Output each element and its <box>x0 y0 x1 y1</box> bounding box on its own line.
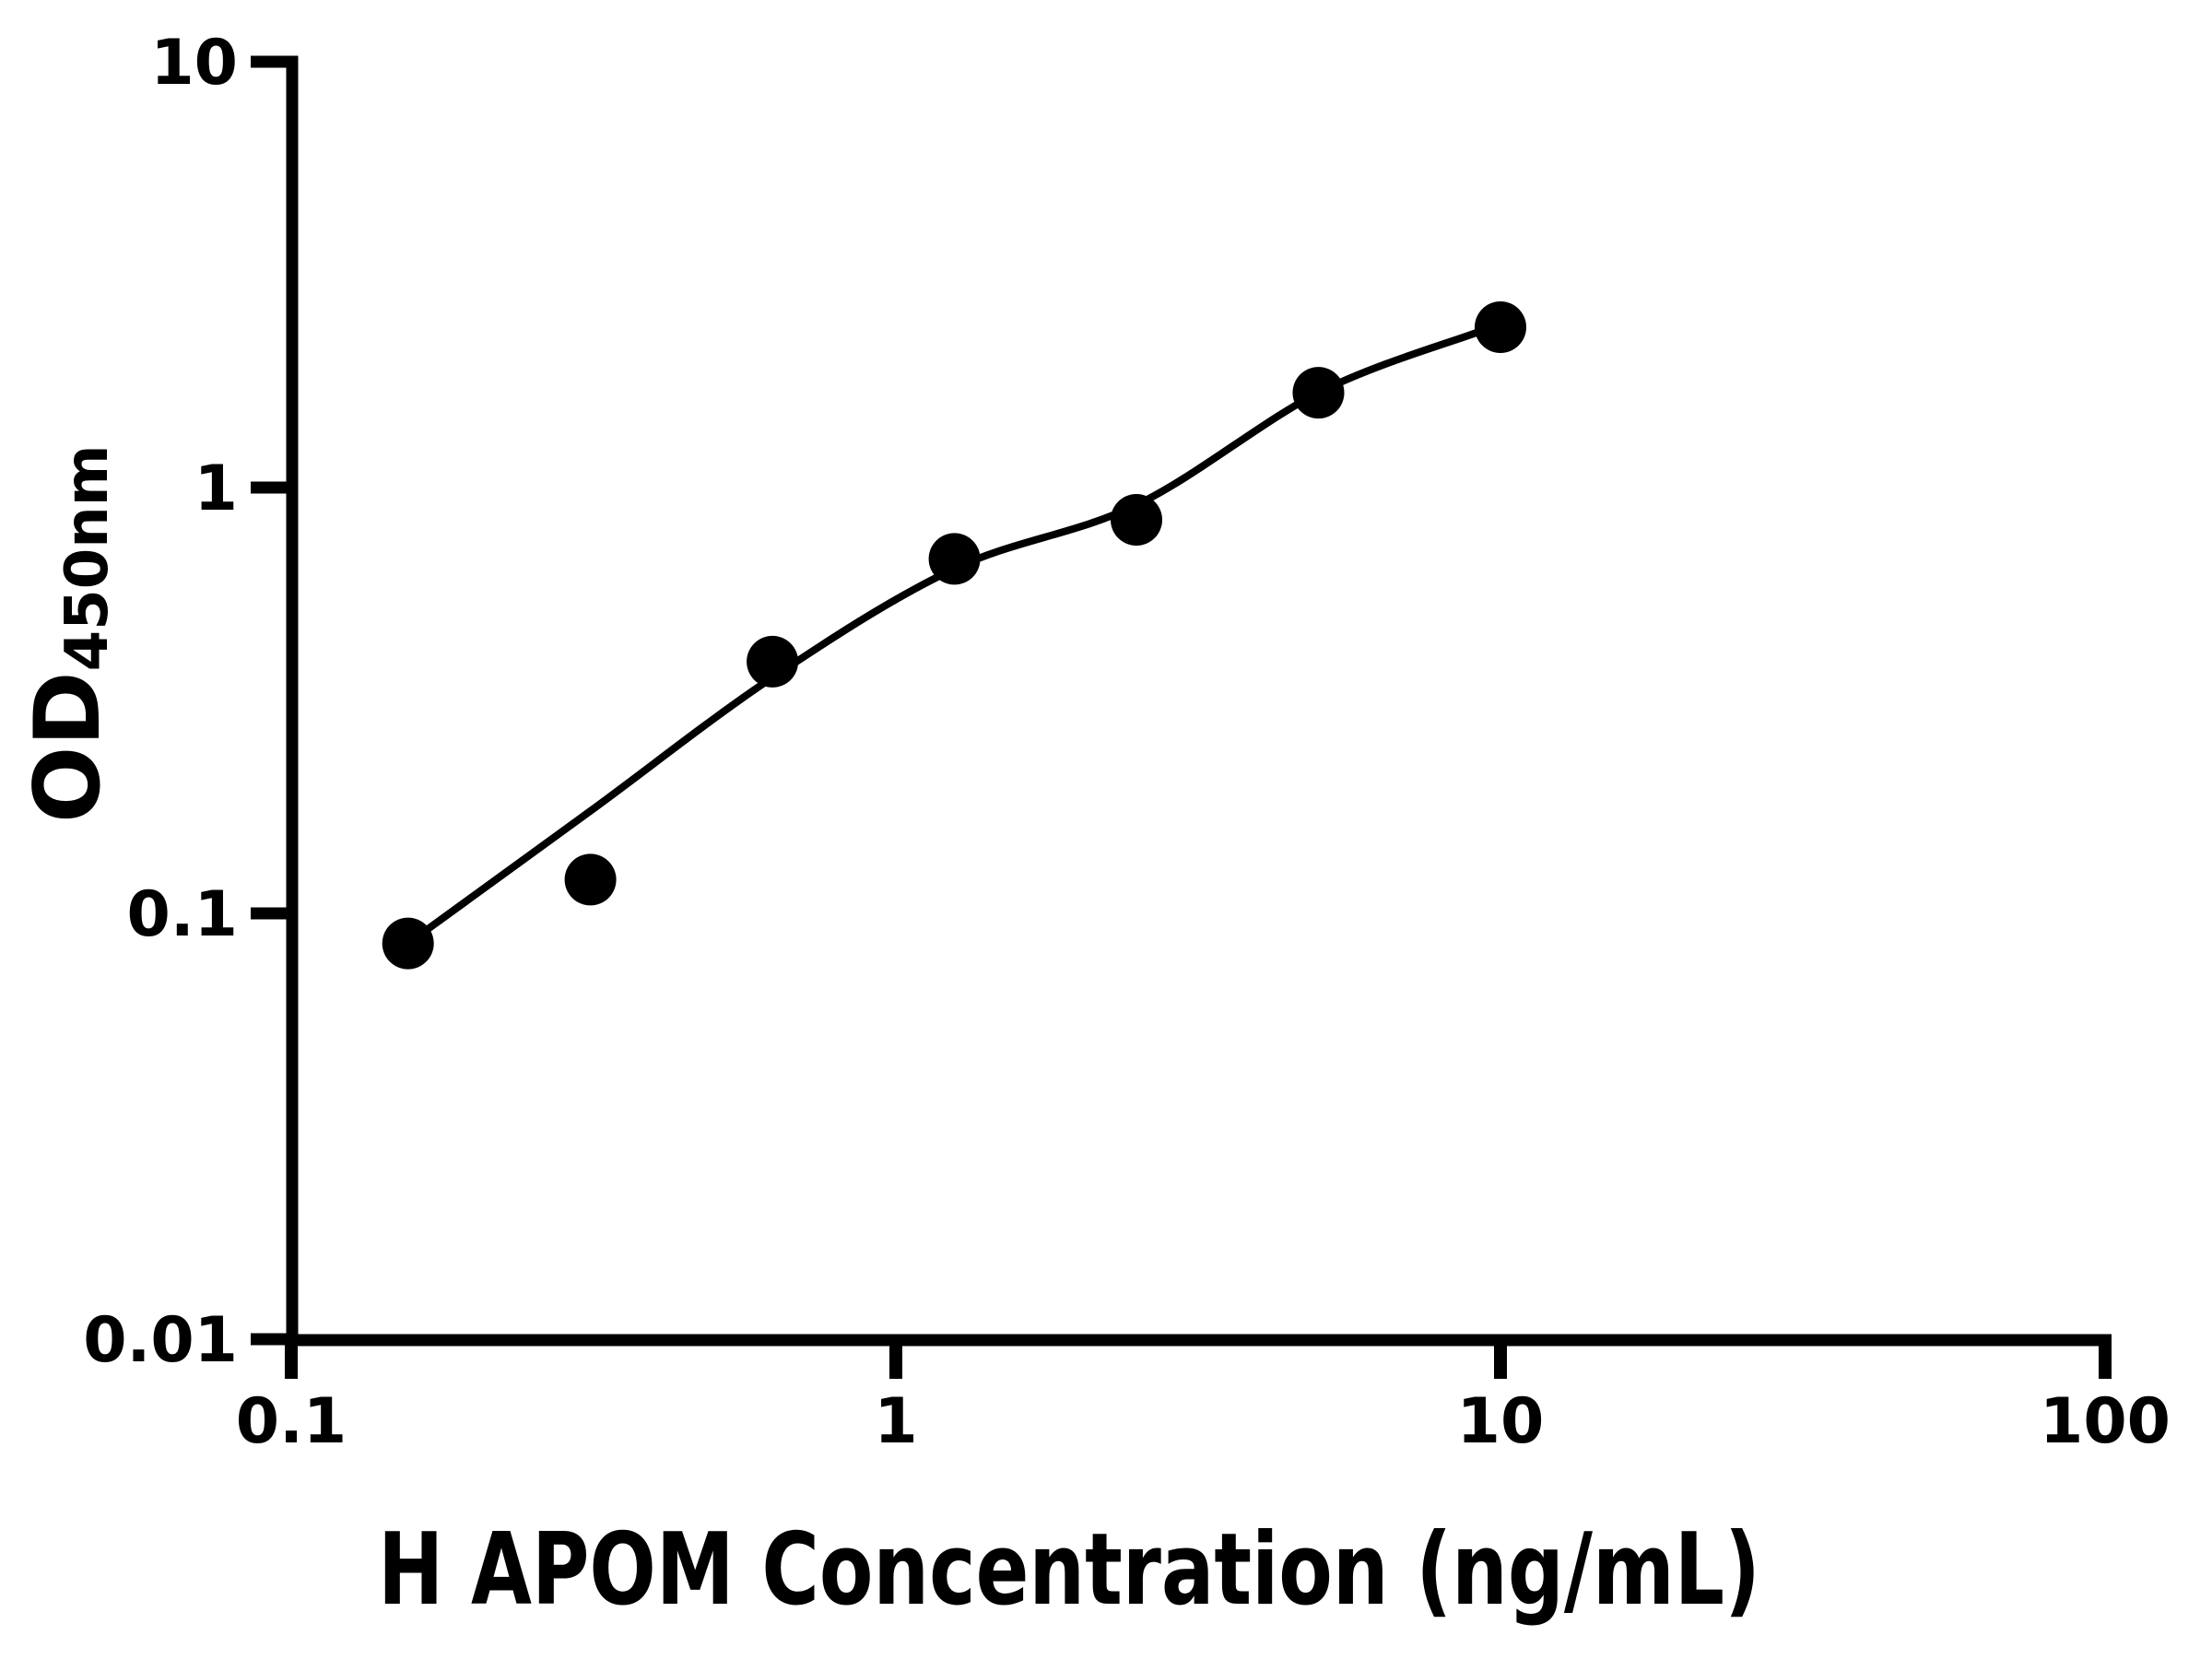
data-point <box>928 533 981 585</box>
y-tick-label: 1 <box>194 453 238 525</box>
y-axis-title-sub: 450nm <box>53 444 122 671</box>
data-point <box>382 917 434 970</box>
x-axis-title: H APOM Concentration (ng/mL) <box>378 1512 1760 1628</box>
axes-group: 10 1 0.1 0.01 0.1 1 10 100 <box>83 27 2171 1458</box>
y-axis-title-main: OD <box>16 671 121 823</box>
data-point <box>1475 301 1526 353</box>
y-tick-label: 10 <box>150 27 238 100</box>
points-group <box>382 301 1526 970</box>
x-tick-label: 10 <box>1457 1385 1545 1458</box>
data-point <box>1111 494 1162 546</box>
curve-group <box>404 328 1483 947</box>
y-axis-title: OD450nm <box>16 444 122 823</box>
fit-curve-line <box>404 328 1483 947</box>
x-tick-label: 100 <box>2040 1385 2171 1458</box>
data-point <box>1292 367 1345 419</box>
y-tick-label: 0.1 <box>127 878 238 951</box>
data-point <box>747 635 799 688</box>
x-tick-label: 0.1 <box>236 1385 347 1458</box>
y-tick-label: 0.01 <box>83 1304 238 1377</box>
x-tick-label: 1 <box>874 1385 917 1458</box>
data-point <box>564 853 617 906</box>
